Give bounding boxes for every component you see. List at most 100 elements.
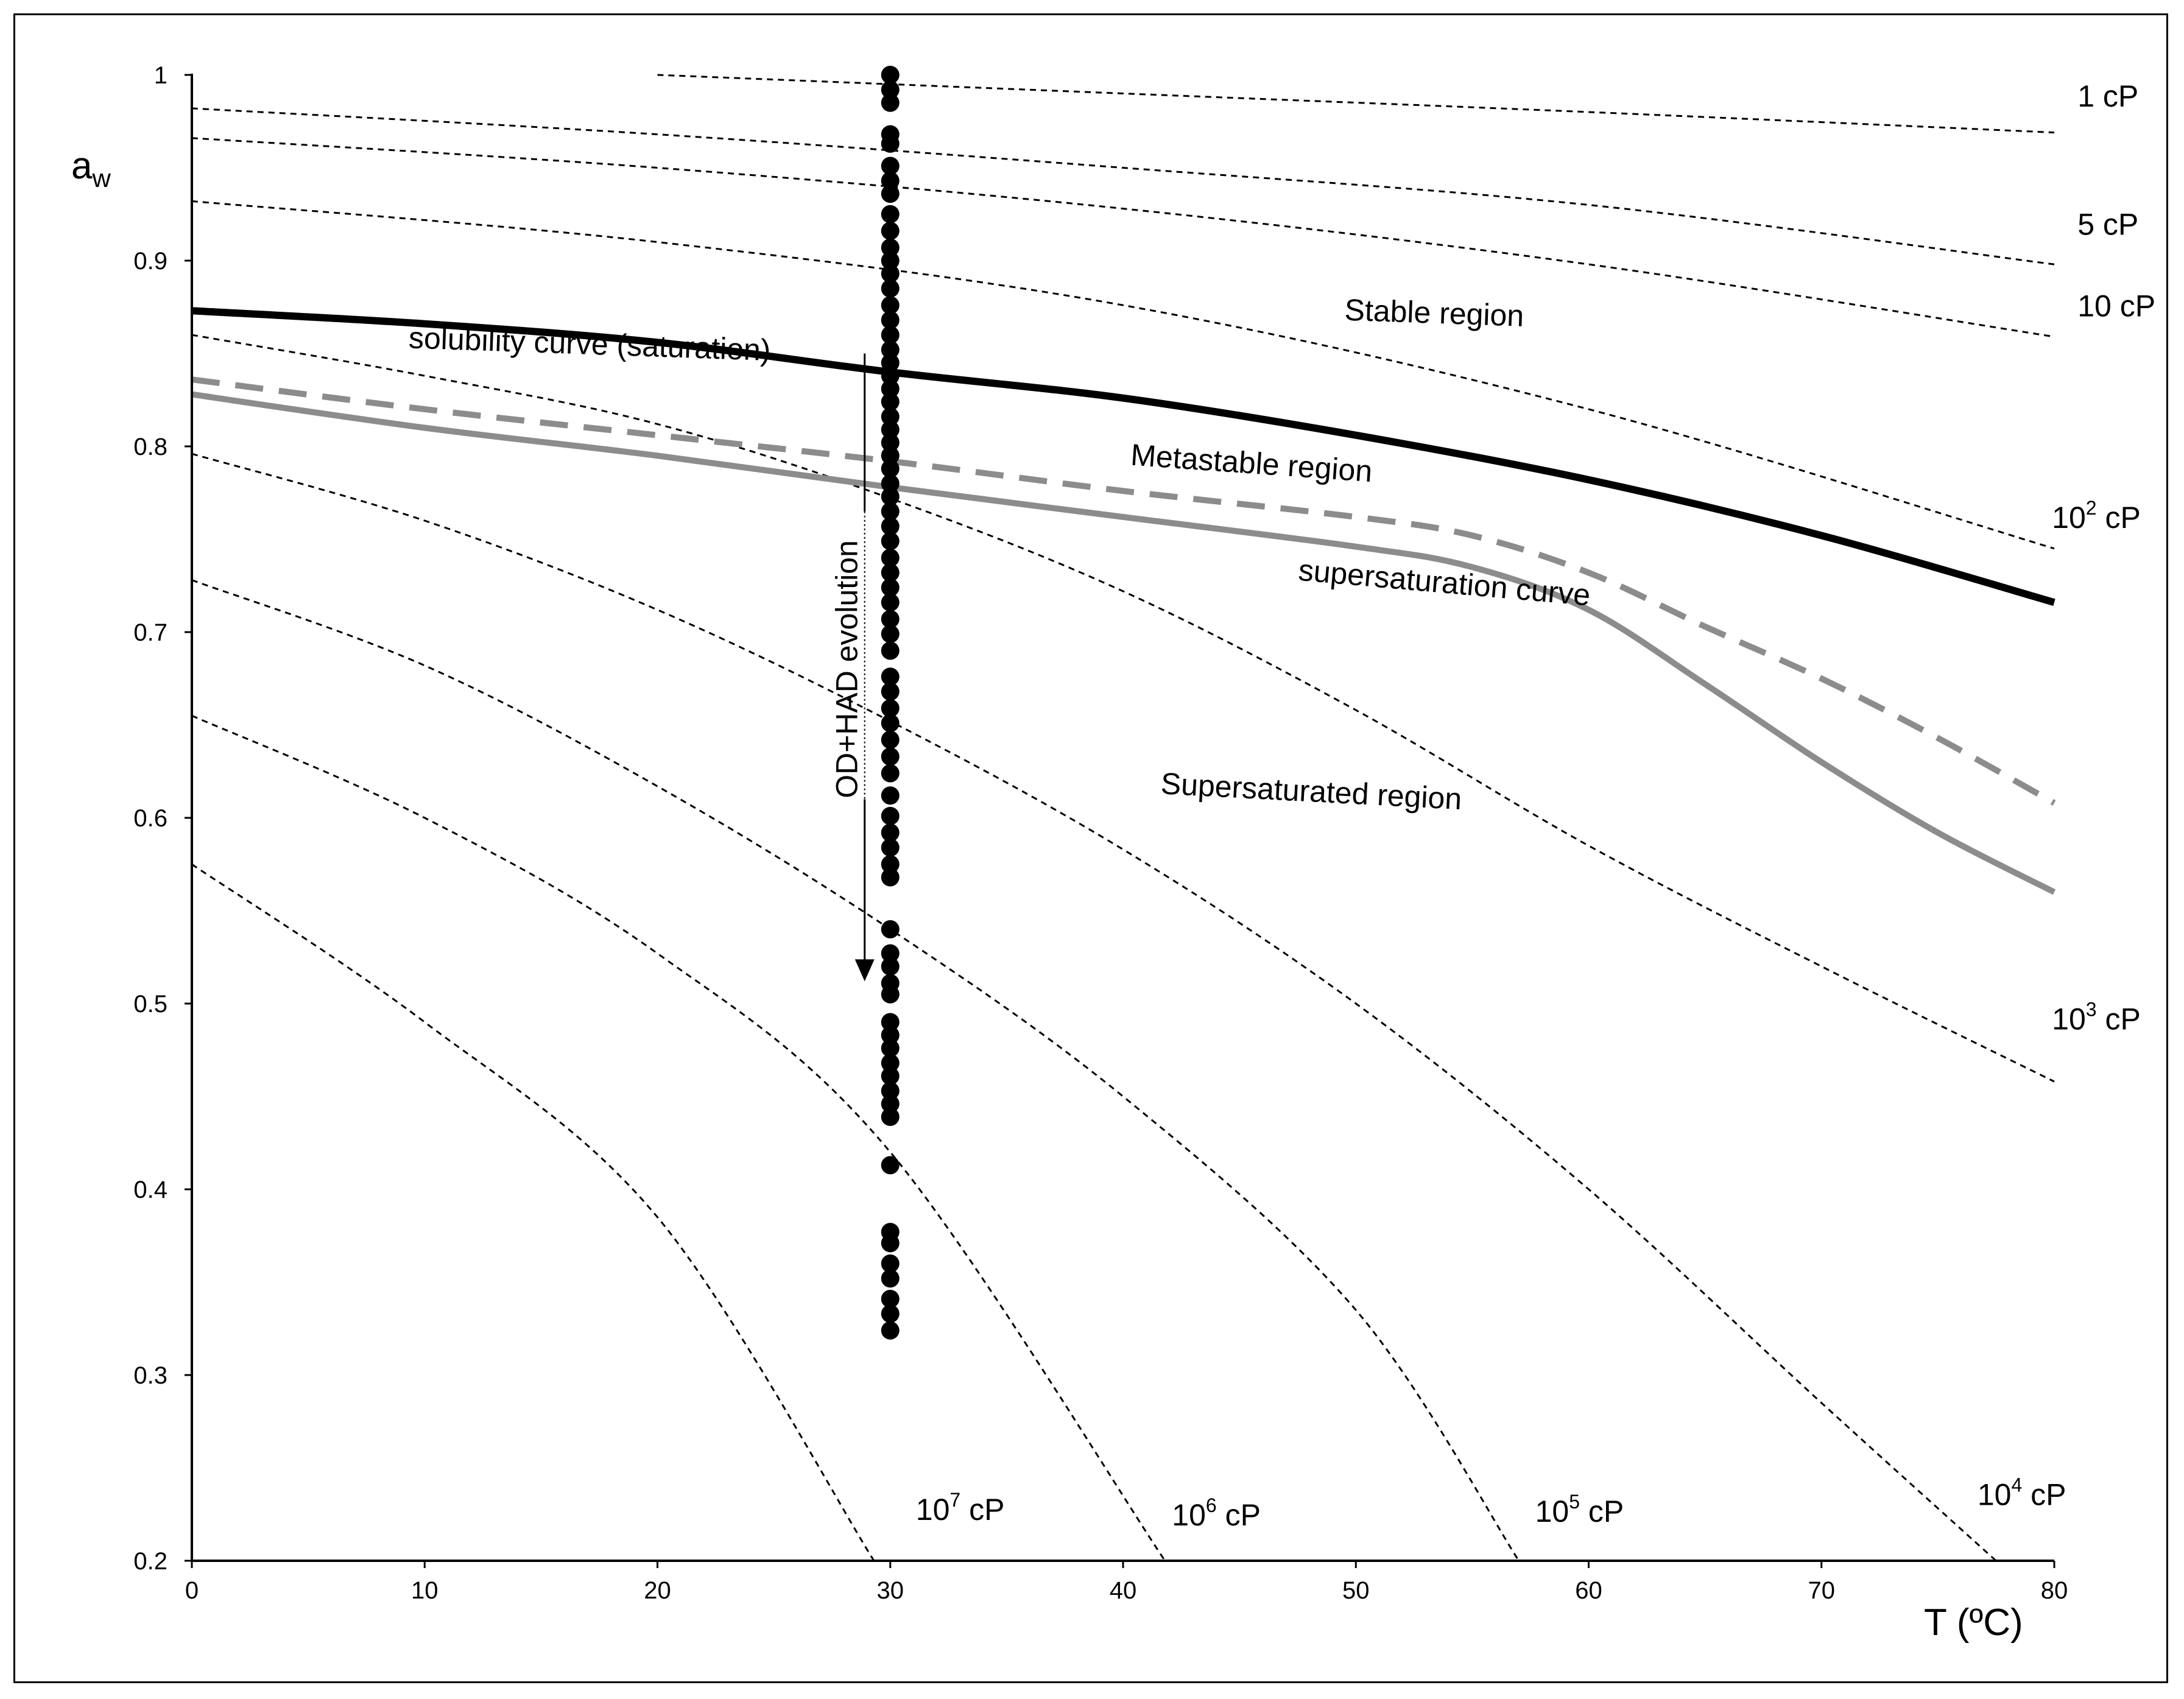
data-point-42 (881, 714, 900, 733)
curve-labels: 1 cP 5 cP 10 cP 102 cP 103 cP 104 cP 105 cP 106… (916, 79, 2155, 1532)
iso-viscosity-curves (191, 74, 2055, 1562)
x-tick-label-8: 80 (2041, 1577, 2068, 1604)
data-point-41 (881, 699, 900, 718)
data-point-39 (881, 667, 900, 686)
data-point-63 (881, 1094, 900, 1113)
data-point-31 (881, 532, 900, 551)
arrow-head (854, 959, 875, 982)
x-tick-label-3: 30 (877, 1577, 904, 1604)
y-tick-label-0: 0.2 (133, 1548, 167, 1575)
data-point-56 (881, 985, 900, 1004)
y-tick-label-6: 0.8 (133, 434, 167, 460)
evolution-arrow: OD+HAD evolution (830, 353, 875, 982)
data-point-7 (881, 185, 900, 203)
data-series (191, 307, 2056, 895)
data-point-12 (881, 264, 900, 283)
data-point-20 (881, 379, 900, 398)
data-point-57 (881, 1013, 900, 1032)
iso-viscosity-curve-2 (191, 137, 2055, 338)
gray-dashed-curve (191, 376, 2056, 806)
data-point-32 (881, 549, 900, 567)
data-point-29 (881, 502, 900, 521)
solubility-curve (191, 307, 2055, 606)
x-tick-label-4: 40 (1110, 1577, 1137, 1604)
data-point-48 (881, 823, 900, 842)
viscosity-label-8: 107 cP (916, 1489, 1005, 1527)
y-tick-label-7: 0.9 (133, 248, 167, 275)
data-point-64 (881, 1108, 900, 1127)
data-point-16 (881, 326, 900, 344)
viscosity-label-2: 10 cP (2077, 289, 2155, 323)
data-point-36 (881, 610, 900, 628)
iso-viscosity-curve-4 (191, 334, 2055, 1083)
data-point-6 (881, 171, 900, 190)
y-axis-title: aw (71, 145, 111, 192)
data-point-9 (881, 222, 900, 241)
experimental-points (881, 66, 900, 1340)
data-point-72 (881, 1321, 900, 1340)
y-tick-label-5: 0.7 (133, 619, 167, 646)
data-point-61 (881, 1066, 900, 1085)
iso-viscosity-curve-6 (191, 579, 1520, 1561)
iso-viscosity-curve-1 (191, 107, 2055, 266)
data-point-1 (881, 80, 900, 99)
axes: 0.20.30.40.50.60.70.80.910 10 20 30 40 50 60 70… (133, 62, 2068, 1604)
y-axis-title-subscript: w (91, 164, 111, 192)
x-tick-label-2: 20 (644, 1577, 671, 1604)
viscosity-label-6: 105 cP (1535, 1491, 1624, 1528)
data-point-18 (881, 353, 900, 372)
data-point-22 (881, 407, 900, 426)
data-point-25 (881, 446, 900, 465)
y-tick-label-3: 0.5 (133, 991, 167, 1018)
data-point-19 (881, 367, 900, 385)
viscosity-label-1: 5 cP (2077, 207, 2138, 241)
data-point-24 (881, 433, 900, 452)
data-point-8 (881, 205, 900, 223)
data-point-60 (881, 1054, 900, 1072)
y-tick-label-1: 0.3 (133, 1362, 167, 1389)
iso-viscosity-curve-0 (657, 74, 2055, 134)
iso-viscosity-curve-7 (191, 714, 1166, 1561)
data-point-28 (881, 487, 900, 506)
data-point-59 (881, 1039, 900, 1058)
data-point-65 (881, 1156, 900, 1175)
data-point-38 (881, 641, 900, 660)
data-point-45 (881, 764, 900, 783)
supersaturation-curve (191, 391, 2056, 895)
data-point-14 (881, 296, 900, 315)
iso-viscosity-curve-3 (191, 200, 2055, 550)
data-point-71 (881, 1304, 900, 1323)
data-point-13 (881, 279, 900, 298)
annotation-1: Metastable region (1130, 438, 1373, 489)
x-axis-title: T (ºC) (1924, 1602, 2023, 1644)
data-point-67 (881, 1234, 900, 1253)
y-axis-title-main: a (71, 145, 93, 187)
data-point-50 (881, 855, 900, 874)
data-point-40 (881, 682, 900, 701)
y-tick-label-2: 0.4 (133, 1177, 167, 1203)
data-point-30 (881, 517, 900, 536)
viscosity-label-7: 106 cP (1172, 1494, 1261, 1532)
arrow-label: OD+HAD evolution (830, 540, 864, 798)
data-point-62 (881, 1082, 900, 1100)
data-point-11 (881, 252, 900, 270)
data-point-54 (881, 957, 900, 976)
annotation-3: Supersaturated region (1160, 766, 1463, 816)
data-point-21 (881, 392, 900, 411)
data-point-44 (881, 747, 900, 766)
data-point-17 (881, 340, 900, 359)
x-tick-label-0: 0 (185, 1577, 199, 1604)
data-point-15 (881, 311, 900, 329)
data-point-43 (881, 730, 900, 749)
annotation-0: Stable region (1344, 293, 1524, 333)
viscosity-label-0: 1 cP (2077, 79, 2138, 113)
data-point-69 (881, 1269, 900, 1288)
viscosity-label-4: 103 cP (2052, 999, 2141, 1036)
data-point-27 (881, 474, 900, 493)
chart-frame: OD+HAD evolution 0.2 0.3 0.4 0.5 0.6 0.7 0.8 0.… (13, 13, 2168, 1683)
data-point-70 (881, 1289, 900, 1308)
data-point-10 (881, 238, 900, 257)
data-point-68 (881, 1254, 900, 1273)
data-point-52 (881, 920, 900, 938)
x-tick-label-1: 10 (411, 1577, 439, 1604)
